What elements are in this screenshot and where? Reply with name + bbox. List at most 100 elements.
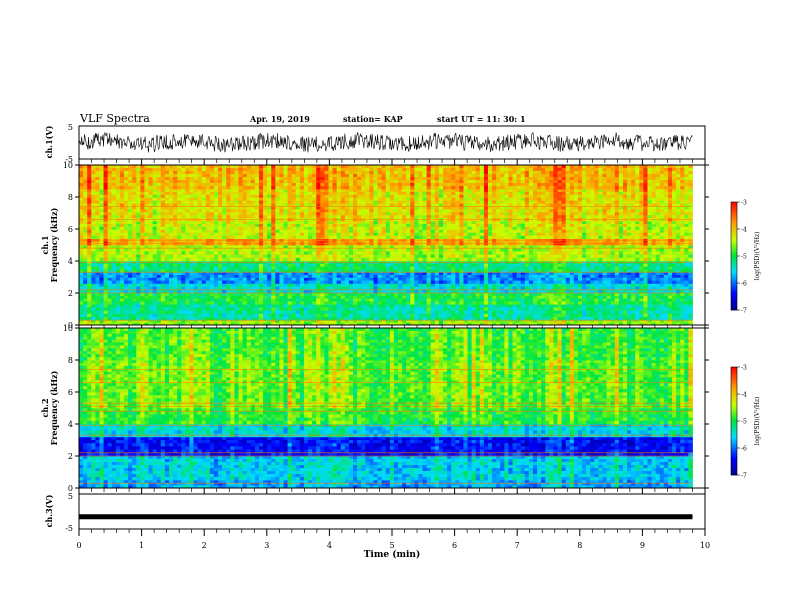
ch1-spec-cell — [87, 223, 92, 228]
ch1-spec-cell — [348, 283, 354, 287]
ch1-spec-cell — [226, 263, 231, 267]
ch1-spec-cell — [651, 226, 657, 231]
ch1-spec-cell — [263, 293, 268, 297]
ch1-spec-cell — [258, 313, 264, 318]
ch1-spec-cell — [377, 304, 383, 308]
ch1-spec-cell — [234, 266, 239, 270]
ch1-spec-cell — [504, 248, 509, 252]
ch1-spec-cell — [246, 257, 252, 262]
ch1-spec-cell — [201, 245, 207, 249]
ch1-spec-cell — [598, 304, 603, 308]
ch1-spec-cell — [316, 275, 321, 279]
ch1-spec-cell — [324, 257, 329, 262]
ch1-spec-cell — [369, 283, 374, 287]
ch1-spec-cell — [667, 257, 673, 262]
ch1-spec-cell — [573, 286, 579, 291]
ch1-spec-cell — [537, 307, 542, 311]
ch1-spec-cell — [332, 277, 338, 281]
ch1-spec-cell — [549, 298, 554, 302]
ch1-spec-cell — [528, 313, 534, 318]
ch1-spec-cell — [95, 266, 100, 270]
ch1-spec-cell — [303, 263, 309, 267]
ch1-spec-cell — [193, 226, 199, 231]
ch1-spec-cell — [508, 251, 513, 255]
ch1-spec-cell — [132, 310, 137, 315]
ch1-spec-cell — [353, 322, 358, 326]
ch1-spec-cell — [659, 223, 665, 228]
ch1-spec-cell — [242, 317, 248, 321]
ch1-spec-cell — [213, 232, 219, 237]
ch1-spec-cell — [222, 286, 227, 291]
ch1-spec-cell — [426, 275, 432, 279]
ch1-spec-cell — [123, 307, 129, 311]
ch1-spec-cell — [385, 293, 391, 297]
ch1-spec-cell — [528, 272, 534, 276]
ch1-spec-cell — [557, 251, 562, 255]
ch1-spec-cell — [111, 289, 117, 294]
ch1-spec-cell — [79, 223, 84, 228]
ch1-spec-cell — [500, 254, 505, 259]
ch1-spec-cell — [553, 307, 558, 311]
ch1-spec-cell — [471, 223, 477, 228]
ch1-spec-cell — [242, 289, 248, 294]
ch1-spec-cell — [115, 320, 121, 323]
ch1-spec-cell — [655, 317, 661, 321]
ch1-spec-cell — [614, 283, 620, 287]
ch1-spec-cell — [577, 307, 583, 311]
ch1-spec-cell — [565, 251, 571, 255]
ch1-spec-cell — [471, 295, 477, 299]
ch1-spec-cell — [287, 301, 293, 305]
ch1-spec-cell — [443, 229, 448, 234]
ch1-spec-cell — [87, 310, 92, 315]
ch1-spec-cell — [152, 283, 158, 287]
ch1-spec-cell — [164, 266, 170, 270]
ch1-spec-cell — [267, 223, 272, 228]
ch1-spec-cell — [324, 251, 329, 255]
ch1-spec-cell — [115, 223, 121, 228]
ch1-spec-cell — [291, 295, 297, 299]
ch1-spec-cell — [279, 226, 284, 231]
ch1-spec-cell — [393, 221, 399, 225]
ch1-spec-cell — [520, 280, 526, 284]
ch1-spec-cell — [655, 257, 661, 262]
ch1-spec-cell — [688, 263, 693, 267]
ch1-spec-cell — [667, 289, 673, 294]
ch1-spec-cell — [422, 301, 428, 305]
ch1-spec-cell — [647, 293, 652, 297]
ch1-spec-cell — [87, 298, 92, 302]
ch1-spec-cell — [263, 317, 268, 321]
ch1-spec-cell — [561, 313, 567, 318]
ch1-spec-cell — [688, 320, 693, 323]
ch1-spec-cell — [295, 275, 301, 279]
ch1-spec-cell — [324, 221, 329, 225]
ch1-spec-cell — [144, 283, 149, 287]
ch1-spec-cell — [647, 248, 652, 252]
ch1-spec-cell — [516, 298, 522, 302]
ch1-spec-cell — [467, 223, 473, 228]
ch1-spec-cell — [365, 223, 370, 228]
ch1-spec-cell — [651, 289, 657, 294]
ch1-spec-cell — [590, 322, 595, 326]
ch1-spec-cell — [173, 277, 178, 281]
ch1-spec-cell — [627, 248, 632, 252]
ch1-spec-cell — [177, 280, 182, 284]
ch1-spec-cell — [119, 320, 125, 323]
ch1-spec-cell — [643, 254, 648, 259]
ch1-spec-cell — [128, 310, 133, 315]
ch1-spec-cell — [156, 307, 162, 311]
ch1-spec-cell — [263, 251, 268, 255]
ch1-spec-cell — [520, 322, 526, 326]
ch1-spec-cell — [443, 320, 448, 323]
ch1-spec-cell — [332, 221, 338, 225]
ch1-spec-cell — [639, 245, 644, 249]
ch1-spec-cell — [111, 310, 117, 315]
ch1-spec-cell — [487, 257, 493, 262]
ch1-spec-cell — [115, 226, 121, 231]
ch1-spec-cell — [332, 304, 338, 308]
ch1-spec-cell — [193, 286, 199, 291]
ch1-spec-cell — [185, 248, 190, 252]
ch1-spec-cell — [181, 275, 186, 279]
ch1-spec-cell — [492, 254, 497, 259]
ch1-spec-cell — [381, 307, 387, 311]
ch1-spec-cell — [577, 269, 583, 273]
